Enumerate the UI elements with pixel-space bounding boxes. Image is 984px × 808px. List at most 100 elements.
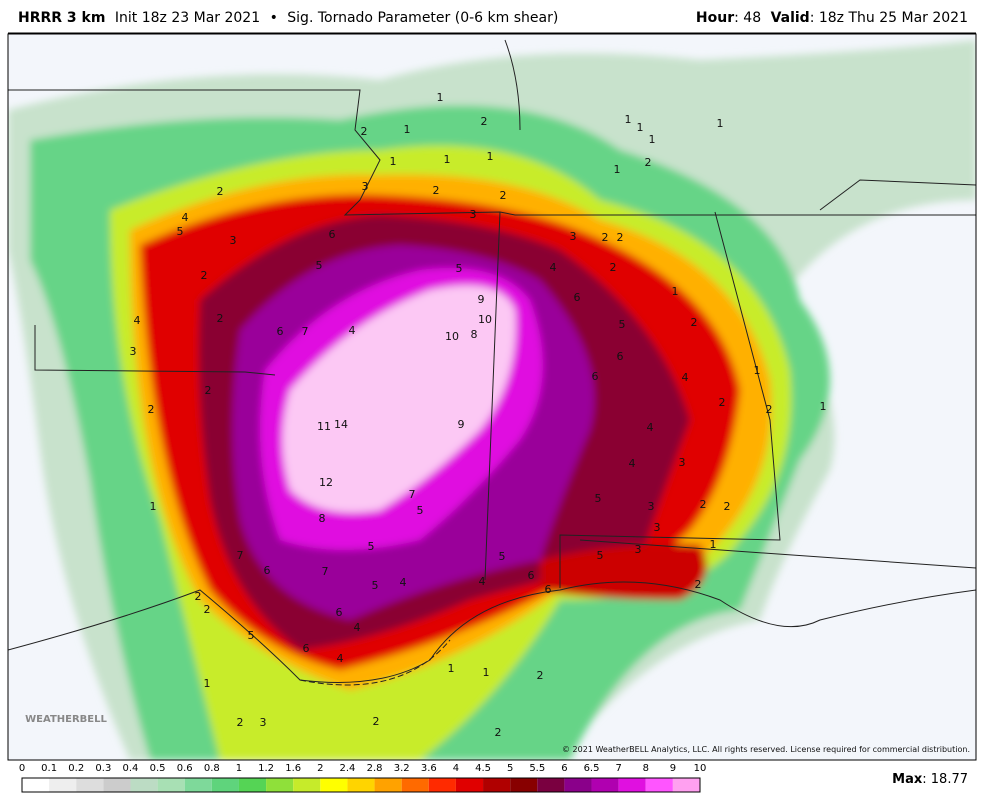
colorbar-swatch: [401, 778, 429, 792]
map-value-label: 4: [400, 576, 407, 589]
map-value-label: 1: [672, 285, 679, 298]
logo: WEATHERBELL: [25, 714, 107, 725]
map-value-label: 10: [445, 330, 459, 343]
map-value-label: 12: [319, 476, 333, 489]
map-value-label: 7: [322, 565, 329, 578]
colorbar-swatch: [76, 778, 104, 792]
colorbar-swatch: [591, 778, 619, 792]
colorbar-swatch: [22, 778, 50, 792]
map-value-label: 1: [637, 121, 644, 134]
colorbar-tick-label: 1: [236, 763, 242, 774]
map-value-label: 3: [470, 208, 477, 221]
colorbar-swatch: [645, 778, 673, 792]
map-value-label: 6: [528, 569, 535, 582]
map-value-label: 2: [217, 185, 224, 198]
map-value-label: 2: [602, 231, 609, 244]
colorbar-tick-label: 4.5: [475, 763, 491, 774]
colorbar-swatch: [130, 778, 158, 792]
map-value-label: 5: [595, 492, 602, 505]
map-value-label: 4: [629, 457, 636, 470]
map-value-label: 2: [645, 156, 652, 169]
colorbar-tick-label: 0.5: [150, 763, 166, 774]
colorbar-swatch: [157, 778, 185, 792]
map-value-label: 1: [717, 117, 724, 130]
map-value-label: 1: [614, 163, 621, 176]
colorbar-swatch: [537, 778, 565, 792]
map-value-label: 7: [302, 325, 309, 338]
colorbar-tick-label: 9: [670, 763, 676, 774]
colorbar-tick-label: 3.6: [421, 763, 437, 774]
map-value-label: 6: [617, 350, 624, 363]
map-value-label: 5: [597, 549, 604, 562]
map-value-label: 4: [647, 421, 654, 434]
map-value-label: 6: [329, 228, 336, 241]
map-value-label: 7: [409, 488, 416, 501]
colorbar-swatch: [238, 778, 267, 792]
colorbar-swatch: [672, 778, 700, 792]
colorbar-frame: [21, 777, 701, 793]
map-value-label: 14: [334, 418, 348, 431]
map-value-label: 2: [237, 716, 244, 729]
hour-value: : 48: [734, 10, 761, 26]
copyright: © 2021 WeatherBELL Analytics, LLC. All r…: [562, 745, 970, 754]
map-value-label: 2: [691, 316, 698, 329]
map-value-label: 2: [719, 396, 726, 409]
map-value-label: 10: [478, 313, 492, 326]
colorbar-swatch: [49, 778, 77, 792]
map-value-label: 6: [336, 606, 343, 619]
map-value-label: 7: [237, 549, 244, 562]
colorbar-tick-label: 0.6: [177, 763, 193, 774]
valid-value: : 18z Thu 25 Mar 2021: [810, 10, 968, 26]
colorbar-tick-label: 6: [561, 763, 567, 774]
map-value-label: 2: [361, 125, 368, 138]
map-value-label: 5: [177, 225, 184, 238]
boundaries: [8, 39, 976, 686]
map-value-label: 3: [648, 500, 655, 513]
header-right: Hour: 48 Valid: 18z Thu 25 Mar 2021: [696, 10, 968, 26]
max-label: Max: [892, 772, 923, 787]
map-value-label: 2: [373, 715, 380, 728]
map-value-label: 1: [625, 113, 632, 126]
map-value-label: 3: [570, 230, 577, 243]
colorbar-tick-label: 2.8: [367, 763, 383, 774]
max-value: : 18.77: [922, 772, 968, 787]
colorbar-tick-label: 0.1: [41, 763, 57, 774]
colorbar-swatch: [428, 778, 456, 792]
colorbar-tick-label: 0.3: [95, 763, 111, 774]
map-value-label: 3: [130, 345, 137, 358]
header-left: HRRR 3 km Init 18z 23 Mar 2021 • Sig. To…: [18, 10, 558, 26]
map-value-label: 3: [362, 180, 369, 193]
colorbar-swatch: [211, 778, 239, 792]
map-value-label: 4: [182, 211, 189, 224]
colorbar-swatch: [347, 778, 375, 792]
colorbar-swatch: [618, 778, 646, 792]
map-value-label: 2: [617, 231, 624, 244]
map-value-label: 3: [635, 543, 642, 556]
map-value-label: 2: [433, 184, 440, 197]
colorbar-tick-label: 8: [643, 763, 649, 774]
colorbar-swatch: [184, 778, 212, 792]
map-value-label: 8: [471, 328, 478, 341]
map-value-label: 4: [550, 261, 557, 274]
colorbar-swatch: [103, 778, 131, 792]
map-value-label: 2: [195, 590, 202, 603]
map-value-label: 1: [204, 677, 211, 690]
map-value-label: 2: [201, 269, 208, 282]
map-value-label: 2: [205, 384, 212, 397]
map-value-label: 4: [354, 621, 361, 634]
map-value-label: 1: [483, 666, 490, 679]
map-value-label: 1: [487, 150, 494, 163]
map-value-label: 2: [700, 498, 707, 511]
colorbar-tick-label: 10: [694, 763, 707, 774]
map-value-label: 3: [260, 716, 267, 729]
map-value-label: 5: [316, 259, 323, 272]
map-value-label: 4: [337, 652, 344, 665]
map-frame: [7, 33, 977, 761]
map-value-label: 4: [682, 371, 689, 384]
map-value-label: 1: [820, 400, 827, 413]
colorbar-swatch: [510, 778, 538, 792]
colorbar-tick-label: 0.8: [204, 763, 220, 774]
colorbar-swatch: [266, 778, 294, 792]
